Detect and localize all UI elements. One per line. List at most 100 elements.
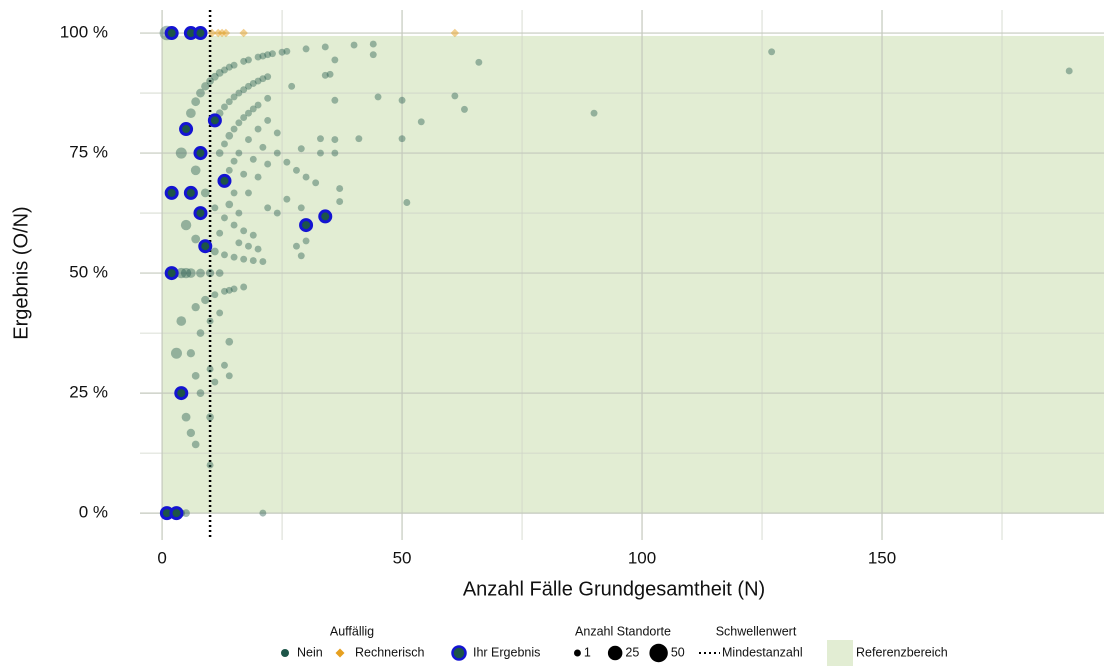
point [264, 51, 272, 59]
point [211, 378, 219, 386]
point [230, 157, 238, 165]
legend-title: Auffällig [330, 624, 374, 638]
point [230, 125, 238, 133]
point [201, 295, 210, 305]
point [230, 285, 238, 293]
point [273, 209, 281, 217]
y-tick-label: 50 % [69, 263, 108, 282]
point [283, 47, 291, 55]
point [245, 109, 252, 117]
legend-label: Rechnerisch [355, 645, 425, 659]
point [297, 252, 305, 260]
point [175, 147, 187, 159]
point [293, 242, 300, 250]
point [245, 136, 252, 144]
point [475, 58, 483, 66]
point [198, 239, 213, 254]
point [235, 119, 243, 127]
point [221, 140, 228, 148]
point [312, 179, 320, 187]
point [230, 189, 238, 197]
point [369, 51, 377, 59]
point [259, 143, 267, 151]
point [230, 221, 238, 229]
point [317, 135, 324, 143]
point [403, 199, 411, 206]
point [176, 316, 187, 326]
point [450, 28, 460, 38]
point [374, 93, 382, 101]
y-tick-label: 75 % [69, 143, 108, 162]
legend-marker [281, 649, 289, 657]
point [254, 245, 262, 253]
point [190, 165, 201, 176]
point [398, 135, 406, 143]
point [206, 413, 214, 421]
point [254, 101, 262, 109]
point [297, 145, 305, 153]
point [211, 291, 219, 299]
point [191, 371, 200, 380]
point [273, 129, 281, 137]
point [211, 247, 219, 256]
legend-marker [335, 648, 345, 658]
point [350, 41, 358, 49]
point [245, 56, 252, 64]
point [235, 239, 243, 247]
point [221, 361, 228, 369]
point [269, 50, 276, 58]
point [230, 253, 238, 261]
point [259, 75, 267, 83]
point [318, 209, 333, 224]
x-tick-label: 150 [868, 548, 896, 567]
legend-title: Schwellenwert [716, 624, 797, 638]
point [302, 237, 310, 245]
x-tick-label: 0 [157, 548, 166, 567]
legend-label: Ihr Ergebnis [473, 645, 540, 659]
point [326, 70, 334, 78]
point [193, 26, 208, 41]
point [283, 195, 291, 203]
point [417, 118, 425, 126]
point [207, 28, 217, 38]
point [180, 219, 192, 231]
legend-label: 25 [625, 645, 639, 659]
point [249, 80, 257, 87]
point [196, 88, 205, 98]
point [179, 122, 194, 137]
point [398, 96, 406, 104]
reference-area [162, 35, 1104, 514]
point [245, 82, 252, 90]
point [239, 28, 248, 38]
point [221, 103, 228, 111]
point [196, 268, 205, 278]
point [249, 105, 257, 113]
point [225, 337, 234, 346]
point [264, 160, 272, 168]
point [245, 189, 252, 197]
point [176, 267, 187, 279]
point [240, 227, 248, 235]
point [302, 173, 310, 181]
point [249, 257, 257, 265]
point [196, 389, 205, 397]
point [254, 53, 262, 61]
point [1065, 67, 1073, 75]
point [217, 173, 232, 188]
point [283, 158, 291, 166]
point [264, 73, 272, 81]
point [321, 71, 329, 79]
point [216, 309, 224, 317]
point [186, 428, 196, 438]
point [369, 40, 377, 48]
point [240, 114, 248, 121]
point [206, 77, 214, 85]
legend-title: Anzahl Standorte [575, 624, 671, 638]
point [191, 234, 201, 244]
point [331, 136, 339, 144]
x-tick-label: 100 [628, 548, 656, 567]
point [355, 135, 363, 143]
point [590, 109, 598, 117]
point [164, 266, 179, 281]
